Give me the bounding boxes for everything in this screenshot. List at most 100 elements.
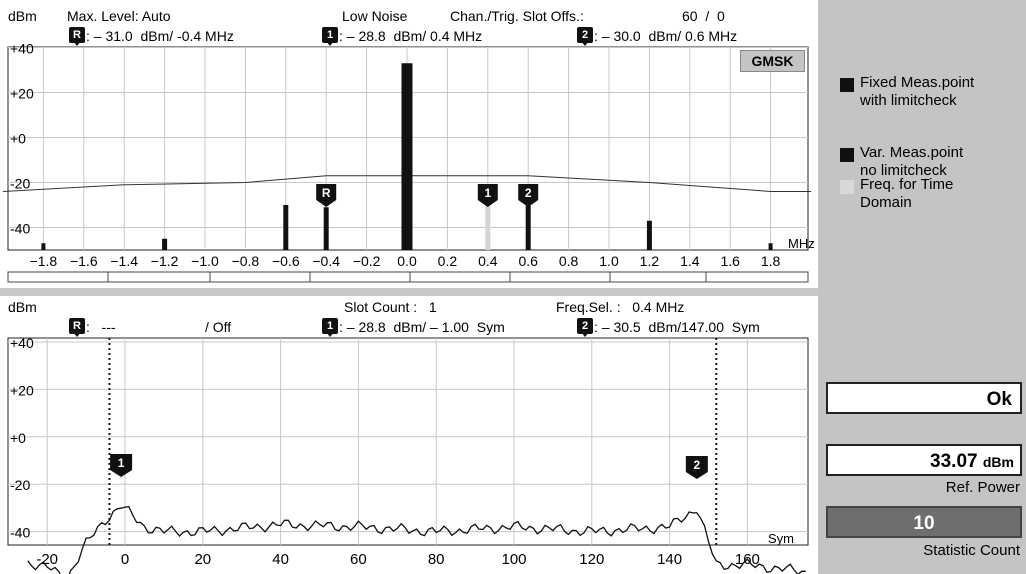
top-y-tick: -20 bbox=[10, 176, 30, 192]
marker-1-icon: 1 bbox=[322, 27, 338, 46]
top-marker-2-readout: : – 30.0 dBm/ 0.6 MHz bbox=[594, 28, 738, 44]
bottom-x-tick: 20 bbox=[194, 551, 211, 568]
bottom-x-tick: 40 bbox=[272, 551, 289, 568]
bottom-x-tick: 160 bbox=[735, 551, 760, 568]
slot-count-label: Slot Count : 1 bbox=[344, 299, 437, 315]
legend-swatch-1 bbox=[840, 78, 854, 92]
bottom-y-tick: +0 bbox=[10, 430, 26, 446]
top-marker-1: 1 bbox=[477, 184, 498, 207]
freq-sel-label: Freq.Sel. : 0.4 MHz bbox=[556, 299, 685, 315]
spectrum-bar bbox=[646, 220, 652, 250]
top-x-tick: 0.4 bbox=[478, 253, 498, 269]
top-marker-r-readout: : – 31.0 dBm/ -0.4 MHz bbox=[86, 28, 234, 44]
ref-power-box: 33.07 dBm bbox=[826, 444, 1022, 476]
bottom-x-tick: 60 bbox=[350, 551, 367, 568]
top-x-tick: 0.6 bbox=[518, 253, 538, 269]
statistic-count-value: 10 bbox=[913, 513, 935, 534]
top-x-tick: −1.4 bbox=[110, 253, 138, 269]
top-x-tick: −0.6 bbox=[272, 253, 300, 269]
slot-offs-value: 60 / 0 bbox=[682, 8, 725, 24]
spectrum-bar bbox=[283, 205, 289, 250]
bottom-x-tick: 80 bbox=[428, 551, 445, 568]
top-x-tick: 1.6 bbox=[720, 253, 740, 269]
ref-power-label: Ref. Power bbox=[945, 479, 1020, 496]
modulation-badge: GMSK bbox=[740, 50, 805, 72]
bottom-y-tick: -40 bbox=[10, 525, 30, 541]
ref-power-unit: dBm bbox=[982, 454, 1014, 470]
top-y-tick: +0 bbox=[10, 131, 26, 147]
power-vs-time-trace bbox=[27, 506, 806, 574]
bottom-x-tick: 140 bbox=[657, 551, 682, 568]
legend-label-1: Fixed Meas.point with limitcheck bbox=[860, 74, 975, 109]
svg-text:2: 2 bbox=[525, 186, 532, 200]
top-marker-r: R bbox=[316, 184, 337, 207]
svg-text:1: 1 bbox=[118, 456, 125, 470]
svg-text:2: 2 bbox=[693, 458, 700, 472]
marker-r-icon: R bbox=[69, 27, 85, 46]
spectrum-bar bbox=[768, 243, 773, 250]
top-unit-label: dBm bbox=[8, 8, 37, 24]
top-x-tick: −1.6 bbox=[70, 253, 98, 269]
top-x-tick: 0.8 bbox=[559, 253, 579, 269]
top-x-tick: 1.8 bbox=[761, 253, 781, 269]
bottom-marker-1-readout: : – 28.8 dBm/ – 1.00 Sym bbox=[339, 319, 505, 335]
top-x-tick: −1.0 bbox=[191, 253, 219, 269]
top-x-unit: MHz bbox=[788, 236, 815, 251]
marker-2-icon: 2 bbox=[577, 27, 593, 46]
mode-label: Low Noise bbox=[342, 8, 408, 24]
spectrum-bar bbox=[401, 63, 413, 250]
bottom-x-tick: 100 bbox=[501, 551, 526, 568]
top-x-tick: 1.0 bbox=[599, 253, 619, 269]
top-y-tick: +20 bbox=[10, 86, 34, 102]
panel-divider bbox=[0, 288, 818, 296]
bottom-marker-2-icon: 2 bbox=[577, 318, 593, 337]
bottom-x-tick: 0 bbox=[121, 551, 129, 568]
statistic-count-box: 10 bbox=[826, 506, 1022, 538]
ref-power-value: 33.07 bbox=[930, 451, 978, 472]
top-x-tick: −1.2 bbox=[151, 253, 179, 269]
bottom-y-tick: +20 bbox=[10, 382, 34, 398]
legend-label-3: Freq. for Time Domain bbox=[860, 176, 954, 211]
top-x-tick: 1.2 bbox=[640, 253, 660, 269]
svg-text:R: R bbox=[322, 186, 331, 200]
max-level-label: Max. Level: Auto bbox=[67, 8, 171, 24]
top-marker-2: 2 bbox=[518, 184, 539, 207]
bottom-marker-r-icon: R bbox=[69, 318, 85, 337]
bottom-marker-1: 1 bbox=[110, 454, 133, 477]
legend-label-2: Var. Meas.point no limitcheck bbox=[860, 144, 964, 179]
top-marker-1-readout: : – 28.8 dBm/ 0.4 MHz bbox=[339, 28, 483, 44]
top-x-tick: 0.0 bbox=[397, 253, 417, 269]
top-x-tick: 0.2 bbox=[438, 253, 458, 269]
spectrum-bar bbox=[41, 243, 46, 250]
top-x-tick: −0.2 bbox=[353, 253, 381, 269]
bottom-marker-2: 2 bbox=[685, 456, 708, 479]
bottom-marker-r-state: / Off bbox=[205, 319, 232, 335]
top-scale-strip bbox=[7, 271, 809, 283]
bottom-x-tick: -20 bbox=[36, 551, 58, 568]
top-y-tick: +40 bbox=[10, 41, 34, 57]
bottom-y-tick: +40 bbox=[10, 335, 34, 351]
legend-swatch-2 bbox=[840, 148, 854, 162]
bottom-marker-2-readout: : – 30.5 dBm/147.00 Sym bbox=[594, 320, 760, 334]
bottom-marker-r-readout: : --- bbox=[86, 319, 116, 335]
svg-text:1: 1 bbox=[484, 186, 491, 200]
bottom-y-tick: -20 bbox=[10, 477, 30, 493]
top-y-tick: -40 bbox=[10, 221, 30, 237]
status-box: Ok bbox=[826, 382, 1022, 414]
slot-offs-label: Chan./Trig. Slot Offs.: bbox=[450, 8, 584, 24]
top-x-tick: −0.8 bbox=[232, 253, 260, 269]
bottom-marker-1-icon: 1 bbox=[322, 318, 338, 337]
bottom-x-tick: 120 bbox=[579, 551, 604, 568]
bottom-x-unit: Sym bbox=[768, 531, 794, 546]
top-x-tick: −1.8 bbox=[30, 253, 58, 269]
bottom-y-tick: -60 bbox=[10, 572, 30, 574]
spectrum-bar bbox=[323, 207, 329, 250]
bottom-unit-label: dBm bbox=[8, 299, 37, 315]
status-text: Ok bbox=[986, 389, 1012, 410]
spectrum-bar bbox=[525, 205, 531, 250]
spectrum-bar bbox=[162, 238, 168, 250]
side-panel bbox=[818, 0, 1026, 574]
bottom-plot-frame bbox=[7, 337, 809, 546]
top-x-tick: −0.4 bbox=[312, 253, 340, 269]
